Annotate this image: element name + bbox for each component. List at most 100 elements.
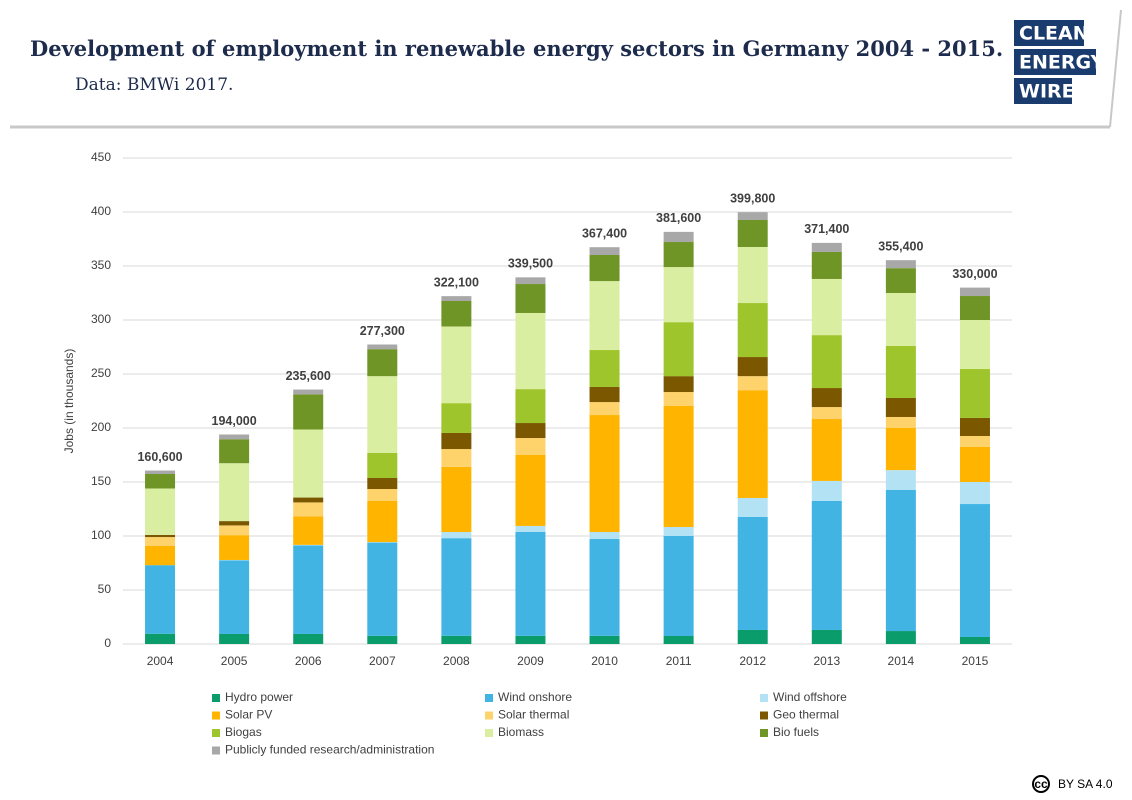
legend-label: Biomass: [498, 725, 544, 739]
bar-segment: [293, 516, 324, 545]
bar-segment: [293, 545, 324, 634]
bar-segment: [219, 521, 250, 526]
bar-segment: [589, 254, 620, 282]
total-label: 277,300: [360, 324, 405, 338]
legend-label: Wind onshore: [498, 690, 572, 704]
bar-segment: [367, 635, 398, 644]
bar-segment: [515, 389, 546, 424]
bar-segment: [219, 525, 250, 536]
x-tick-label: 2009: [517, 654, 544, 668]
bar-segment: [293, 544, 324, 546]
bar-segment: [589, 281, 620, 351]
bar-segment: [737, 390, 768, 498]
bar-segment: [367, 349, 398, 377]
bar-segment: [293, 389, 324, 395]
x-tick-label: 2005: [221, 654, 248, 668]
x-tick-label: 2013: [813, 654, 840, 668]
bar-segment: [145, 534, 176, 538]
y-tick-label: 450: [91, 150, 111, 164]
logo-box: [1014, 78, 1072, 104]
bar-segment: [367, 376, 398, 453]
bar-segment: [663, 322, 694, 377]
bar-segment: [367, 542, 398, 636]
bar-segment: [811, 501, 842, 630]
bar-segment: [293, 429, 324, 498]
bar-segment: [367, 542, 398, 543]
bar-segment: [515, 438, 546, 455]
total-label: 330,000: [952, 267, 997, 281]
legend-label: Bio fuels: [773, 725, 819, 739]
total-label: 381,600: [656, 211, 701, 225]
logo-box: [1014, 49, 1096, 75]
bar-segment: [367, 501, 398, 543]
x-tick-label: 2006: [295, 654, 322, 668]
legend-label: Biogas: [225, 725, 262, 739]
bar-segment: [145, 633, 176, 644]
total-label: 235,600: [286, 369, 331, 383]
legend-label: Solar PV: [225, 708, 272, 722]
bar-segment: [737, 516, 768, 630]
bar-segment: [367, 478, 398, 490]
bar-segment: [885, 470, 916, 490]
x-tick-label: 2011: [666, 654, 692, 668]
license: BY SA 4.0: [1058, 777, 1113, 791]
license-icon: [1032, 775, 1050, 793]
legend-swatch: [485, 694, 493, 702]
total-label: 194,000: [212, 414, 257, 428]
bar-segment: [441, 532, 472, 539]
bar-segment: [589, 539, 620, 636]
bar-segment: [737, 246, 768, 304]
legend-swatch: [760, 694, 768, 702]
bar-segment: [219, 439, 250, 464]
bar-segment: [885, 489, 916, 632]
bar-segment: [589, 635, 620, 644]
bar-segment: [737, 357, 768, 377]
chart-title: Development of employment in renewable e…: [30, 36, 1003, 61]
bar-segment: [811, 629, 842, 644]
bar-segment: [663, 527, 694, 536]
bar-segment: [589, 350, 620, 387]
total-label: 322,100: [434, 275, 479, 289]
bar-segment: [589, 415, 620, 533]
bar-segment: [885, 268, 916, 293]
header-panel: [10, 4, 1122, 127]
total-label: 339,500: [508, 257, 553, 271]
bar-segment: [145, 474, 176, 489]
bar-segment: [441, 296, 472, 301]
bar-segment: [885, 345, 916, 398]
bar-segment: [885, 260, 916, 269]
bar-segment: [663, 636, 694, 644]
bar-segment: [589, 402, 620, 416]
y-tick-label: 350: [91, 258, 111, 272]
logo-box: [1014, 20, 1084, 46]
bar-segment: [737, 629, 768, 644]
total-label: 367,400: [582, 227, 627, 241]
bar-segment: [219, 560, 250, 634]
legend-swatch: [212, 694, 220, 702]
y-tick-label: 0: [104, 636, 111, 650]
bar-segment: [885, 428, 916, 471]
bar-segment: [885, 416, 916, 428]
y-tick-label: 250: [91, 366, 111, 380]
bar-segment: [441, 449, 472, 467]
bar-segment: [145, 470, 176, 475]
x-tick-label: 2014: [888, 654, 915, 668]
legend-label: Solar thermal: [498, 708, 569, 722]
y-axis-label: Jobs (in thousands): [62, 349, 76, 454]
y-tick-label: 100: [91, 528, 111, 542]
legend-swatch: [212, 711, 220, 720]
bar-segment: [515, 635, 546, 644]
bar-segment: [145, 545, 176, 566]
bar-segment: [589, 386, 620, 403]
bar-segment: [663, 231, 694, 243]
bar-segment: [515, 532, 546, 636]
bar-segment: [589, 247, 620, 255]
bar-segment: [959, 447, 990, 482]
y-tick-label: 300: [91, 312, 111, 326]
bar-segment: [219, 463, 250, 522]
header-shadow: [1109, 9, 1122, 128]
bar-segment: [145, 537, 176, 546]
bar-segment: [293, 502, 324, 517]
bar-segment: [737, 497, 768, 517]
